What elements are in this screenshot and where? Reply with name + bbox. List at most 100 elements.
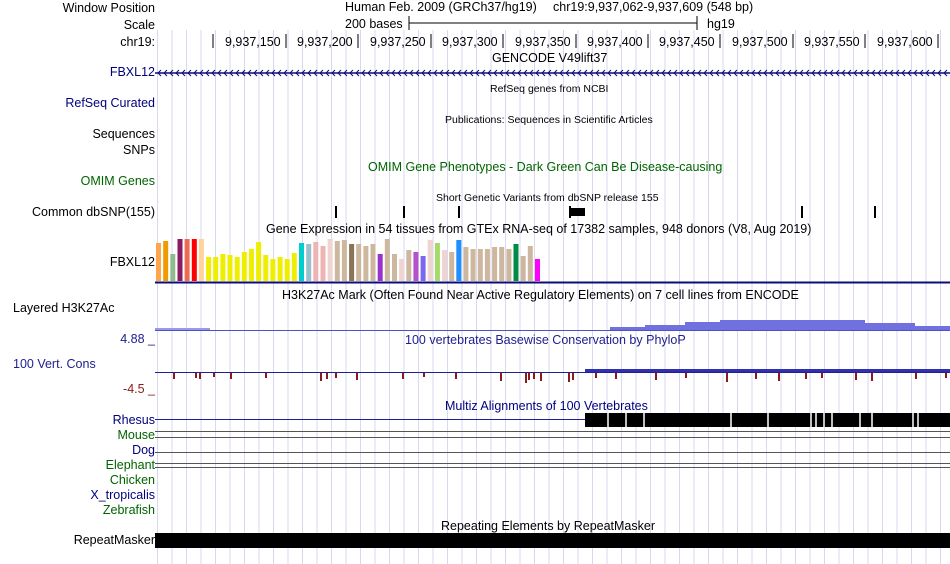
chevron-mark (895, 69, 900, 77)
chevron-mark (691, 69, 696, 77)
chevron-mark (385, 69, 390, 77)
chevron-mark (277, 69, 282, 77)
ruler-tick-label: 9,937,250 (370, 35, 426, 49)
track-image-area[interactable]: 9,937,150 9,937,200 9,937,250 9,937,300 9,93… (155, 0, 950, 564)
alignment-gap (917, 413, 919, 427)
chevron-mark (799, 69, 804, 77)
publications-sequences-label[interactable]: Sequences (92, 127, 155, 141)
species-label-dog[interactable]: Dog (132, 443, 155, 457)
multiz-alignments[interactable] (155, 413, 950, 468)
phylop-track-label[interactable]: 100 Vert. Cons (13, 357, 96, 371)
window-position: chr19:9,937,062-9,937,609 (548 bp) (553, 0, 754, 14)
ruler-tick-label: 9,937,300 (442, 35, 498, 49)
phylop-neg-bar (265, 373, 267, 378)
h3k27ac-signal-peak (610, 320, 950, 330)
chevron-mark (613, 69, 618, 77)
species-label-chicken[interactable]: Chicken (109, 473, 155, 487)
scale-bar (408, 16, 698, 30)
phylop-bars (173, 369, 950, 383)
gtex-tissue-bar (349, 244, 355, 281)
repeatmasker-block[interactable] (155, 533, 950, 548)
chevron-mark (397, 69, 402, 77)
gencode-track-label[interactable]: FBXL12 (109, 65, 155, 79)
ruler-tick-label: 9,937,450 (659, 35, 715, 49)
species-label-mouse[interactable]: Mouse (117, 428, 155, 442)
gtex-tissue-bar (535, 259, 540, 281)
h3k27ac-signal[interactable] (155, 320, 950, 331)
species-label-elephant[interactable]: Elephant (105, 458, 155, 472)
gtex-tissue-bar (327, 239, 333, 281)
chevron-mark (259, 69, 264, 77)
chevron-mark (199, 69, 204, 77)
alignment-gap (607, 413, 609, 427)
gencode-track-title: GENCODE V49lift37 (492, 51, 608, 65)
chevron-mark (625, 69, 630, 77)
refseq-track-label[interactable]: RefSeq Curated (65, 96, 155, 110)
gtex-tissue-bar (227, 255, 233, 281)
gtex-tissue-bar (442, 250, 447, 281)
gtex-tissue-bar (527, 246, 533, 281)
phylop-neg-bar (213, 373, 215, 377)
phylop-neg-bar (326, 373, 328, 379)
chevron-mark (283, 69, 288, 77)
chevron-mark (811, 69, 816, 77)
dbsnp-variants[interactable] (335, 206, 876, 218)
snp-mark (874, 206, 876, 218)
chevron-mark (583, 69, 588, 77)
species-label-rhesus[interactable]: Rhesus (112, 413, 155, 427)
chevron-mark (943, 69, 948, 77)
chevron-mark (175, 69, 180, 77)
chevron-mark (187, 69, 192, 77)
chevron-mark (487, 69, 492, 77)
phylop-neg-bar (655, 373, 657, 380)
chevron-mark (703, 69, 708, 77)
gtex-tissue-bar (213, 257, 219, 281)
chevron-mark (925, 69, 930, 77)
chevron-mark (865, 69, 870, 77)
chevron-mark (241, 69, 246, 77)
gtex-tissue-bar (341, 240, 347, 281)
gtex-tissue-bar (170, 254, 176, 281)
gtex-tissue-bar (392, 254, 397, 281)
phylop-neg-bar (423, 373, 425, 377)
gtex-tissue-bar (484, 249, 490, 281)
phylop-conservation[interactable] (155, 369, 950, 383)
publications-snps-label[interactable]: SNPs (123, 143, 155, 157)
phylop-neg-bar (572, 373, 574, 380)
h3k27ac-track-label[interactable]: Layered H3K27Ac (13, 301, 115, 315)
chevron-mark (661, 69, 666, 77)
repeatmasker-track-label[interactable]: RepeatMasker (73, 533, 155, 547)
phylop-neg-bar (755, 373, 757, 379)
ruler-tick-label: 9,937,150 (225, 35, 281, 49)
species-label-xtropicalis[interactable]: X_tropicalis (90, 488, 155, 502)
chevron-mark (247, 69, 252, 77)
gtex-tissue-bar (449, 252, 455, 281)
strand-chevrons (157, 69, 948, 77)
gtex-tissue-bar (434, 243, 440, 281)
gtex-tissue-bars[interactable] (156, 239, 540, 281)
gtex-track-label[interactable]: FBXL12 (109, 255, 155, 269)
phylop-neg-bar (945, 373, 947, 378)
ruler-tick-label: 9,937,350 (515, 35, 571, 49)
dbsnp-track-label[interactable]: Common dbSNP(155) (32, 205, 155, 219)
omim-track-title: OMIM Gene Phenotypes - Dark Green Can Be… (368, 160, 723, 174)
species-label-zebrafish[interactable]: Zebrafish (102, 503, 155, 517)
gencode-gene-fbxl12[interactable] (155, 69, 950, 77)
chevron-mark (565, 69, 570, 77)
chevron-mark (271, 69, 276, 77)
chevron-mark (481, 69, 486, 77)
chevron-mark (847, 69, 852, 77)
phylop-neg-bar (615, 373, 617, 379)
gtex-tissue-bar (277, 257, 283, 281)
gtex-tissue-bar (256, 242, 262, 281)
chevron-mark (715, 69, 720, 77)
alignment-gap (767, 413, 769, 427)
alignment-gap (810, 413, 812, 427)
chevron-mark (265, 69, 270, 77)
omim-track-label[interactable]: OMIM Genes (80, 174, 155, 188)
gtex-tissue-bar (463, 247, 469, 281)
chevron-mark (781, 69, 786, 77)
chevron-mark (643, 69, 648, 77)
scale-label: Scale (123, 18, 155, 32)
chevron-mark (763, 69, 768, 77)
